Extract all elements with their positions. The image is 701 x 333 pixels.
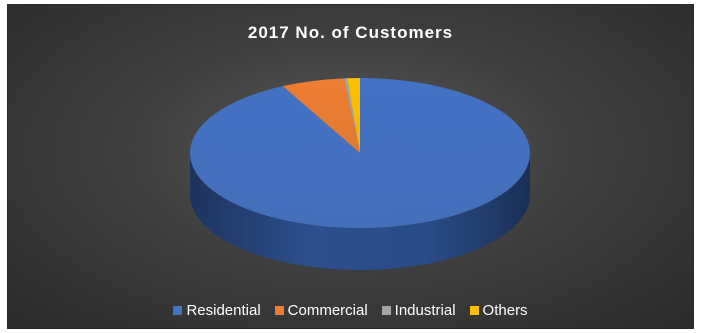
legend-swatch-others [469,306,479,315]
legend-swatch-residential [173,306,183,315]
chart-area: 2017 No. of Customers Residential Commerc… [7,4,694,329]
legend-item-industrial: Industrial [381,302,456,319]
pie-chart [189,78,530,270]
legend-label: Industrial [394,302,456,319]
chart-title: 2017 No. of Customers [247,23,454,42]
legend: Residential Commercial Industrial Others [8,302,693,319]
pie-slice-commercial [282,78,360,153]
pie-slice-others [347,78,360,153]
legend-label: Commercial [287,302,368,319]
legend-swatch-commercial [274,306,284,315]
pie-slice-industrial [344,78,360,153]
legend-item-commercial: Commercial [274,302,368,319]
legend-item-residential: Residential [173,302,261,319]
legend-swatch-industrial [381,306,391,315]
legend-label: Residential [186,302,261,319]
legend-item-others: Others [469,302,528,319]
pie-side-shading [190,153,530,270]
pie-slice-residential [189,78,530,228]
legend-label: Others [482,302,528,319]
